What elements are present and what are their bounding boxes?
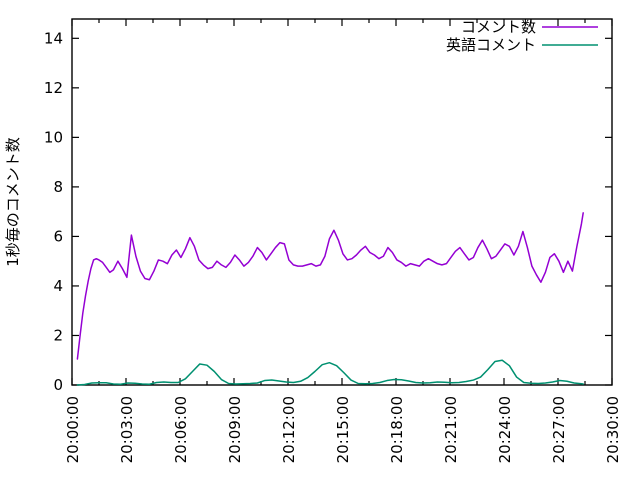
x-tick-label: 20:27:00 (550, 396, 568, 463)
x-tick-label: 20:06:00 (172, 396, 190, 463)
x-tick-label: 20:24:00 (496, 396, 514, 463)
x-tick-label: 20:30:00 (604, 396, 622, 463)
x-tick-label: 20:18:00 (388, 396, 406, 463)
y-tick-label: 2 (53, 326, 63, 344)
legend-label-2: 英語コメント (446, 36, 536, 54)
x-tick-label: 20:09:00 (226, 396, 244, 463)
y-tick-label: 4 (53, 277, 63, 295)
legend-label-1: コメント数 (461, 18, 536, 36)
x-tick-label: 20:21:00 (442, 396, 460, 463)
series-line-2 (76, 359, 584, 386)
y-tick-label: 8 (53, 178, 63, 196)
x-tick-label: 20:15:00 (334, 396, 352, 463)
y-tick-label: 10 (44, 128, 63, 146)
x-tick-label: 20:00:00 (64, 396, 82, 463)
x-tick-label: 20:12:00 (280, 396, 298, 463)
x-tick-label: 20:03:00 (118, 396, 136, 463)
plot-border (71, 18, 613, 386)
y-axis-label: 1秒毎のコメント数 (4, 137, 22, 267)
y-tick-label: 14 (44, 29, 63, 47)
y-tick-label: 12 (44, 79, 63, 97)
y-tick-label: 6 (53, 227, 63, 245)
y-tick-label: 0 (53, 376, 63, 394)
series-line-1 (76, 212, 584, 360)
